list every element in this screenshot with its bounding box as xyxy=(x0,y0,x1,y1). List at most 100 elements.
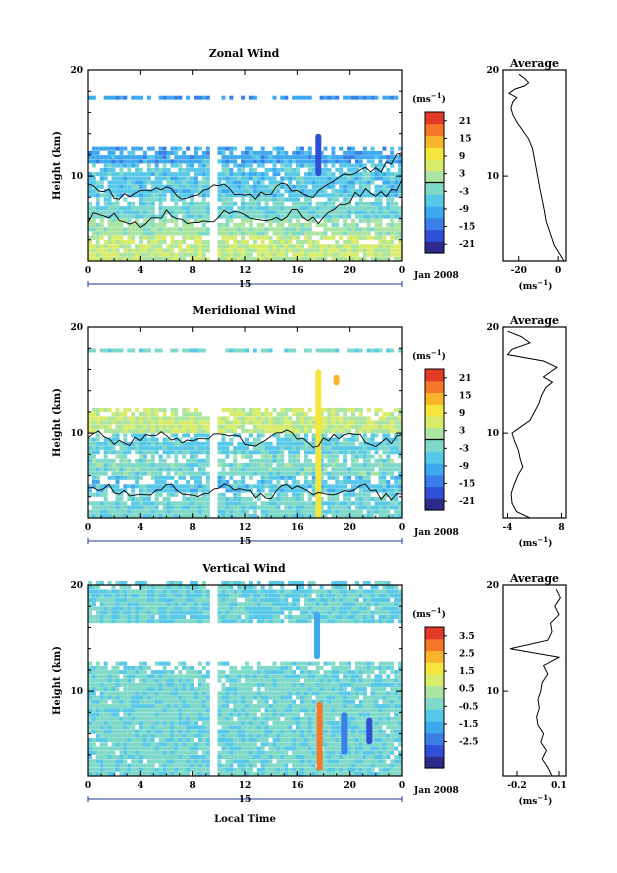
heatmap-cell xyxy=(186,407,191,412)
heatmap-cell xyxy=(162,176,167,181)
heatmap-cell xyxy=(264,206,269,211)
heatmap-cell xyxy=(170,746,175,751)
heatmap-cell xyxy=(150,159,155,164)
heatmap-cell xyxy=(366,471,371,476)
heatmap-cell xyxy=(194,407,198,412)
heatmap-cell xyxy=(150,458,155,463)
heatmap-cell xyxy=(323,514,328,518)
heatmap-cell xyxy=(241,184,246,189)
heatmap-cell xyxy=(217,450,222,455)
heatmap-cell xyxy=(139,257,143,261)
zero-contour xyxy=(87,429,403,501)
heatmap-cell xyxy=(386,755,391,759)
heatmap-cell xyxy=(252,759,257,764)
heatmap-cell xyxy=(139,492,143,497)
heatmap-cell xyxy=(370,509,375,514)
heatmap-cell xyxy=(370,733,375,738)
heatmap-cell xyxy=(386,348,391,353)
heatmap-cell xyxy=(358,424,363,429)
heatmap-cell xyxy=(162,163,167,168)
heatmap-cell xyxy=(366,252,371,257)
heatmap-cell xyxy=(201,227,206,232)
heatmap-cell xyxy=(139,501,143,506)
heatmap-cell xyxy=(182,488,187,493)
heatmap-cell xyxy=(264,244,269,249)
heatmap-cell xyxy=(142,712,147,717)
heatmap-cell xyxy=(252,420,257,425)
heatmap-cell xyxy=(166,155,171,160)
heatmap-cell xyxy=(131,433,136,438)
heatmap-cell xyxy=(343,193,348,198)
heatmap-cell xyxy=(307,767,312,772)
heatmap-cell xyxy=(303,501,308,506)
heatmap-cell xyxy=(370,746,375,751)
heatmap-cell xyxy=(339,420,344,425)
heatmap-cell xyxy=(88,176,92,181)
heatmap-cell xyxy=(390,412,395,417)
heatmap-cell xyxy=(280,514,285,518)
heatmap-cell xyxy=(197,193,202,198)
heatmap-cell xyxy=(382,231,387,236)
heatmap-cell xyxy=(382,244,387,249)
heatmap-cell xyxy=(154,172,159,177)
heatmap-cell xyxy=(123,227,128,232)
heatmap-cell xyxy=(248,184,253,189)
colorbar-swatch xyxy=(425,427,444,441)
heatmap-cell xyxy=(292,742,297,747)
heatmap-cell xyxy=(190,463,194,468)
heatmap-cell xyxy=(123,514,128,518)
heatmap-cell xyxy=(276,505,281,510)
heatmap-cell xyxy=(91,750,96,755)
heatmap-cell xyxy=(99,155,104,160)
heatmap-cell xyxy=(256,484,261,489)
heatmap-cell xyxy=(131,210,136,215)
heatmap-cell xyxy=(99,180,104,185)
heatmap-cell xyxy=(115,420,120,425)
heatmap-cell xyxy=(386,201,391,206)
heatmap-cell xyxy=(229,450,234,455)
heatmap-cell xyxy=(362,150,367,155)
heatmap-cell xyxy=(386,509,391,514)
heatmap-cell xyxy=(99,738,104,742)
heatmap-cell xyxy=(366,755,371,759)
heatmap-cell xyxy=(142,488,147,493)
heatmap-cell xyxy=(245,218,249,223)
heatmap-cell xyxy=(190,257,194,261)
heatmap-cell xyxy=(150,420,155,425)
heatmap-cell xyxy=(146,505,151,510)
heatmap-cell xyxy=(323,155,328,160)
heatmap-cell xyxy=(245,146,249,151)
heatmap-cell xyxy=(245,172,249,177)
heatmap-cell xyxy=(201,446,206,451)
heatmap-cell xyxy=(311,214,316,219)
heatmap-cell xyxy=(91,416,96,421)
heatmap-cell xyxy=(150,248,155,253)
heatmap-cell xyxy=(311,712,316,717)
heatmap-cell xyxy=(398,223,403,227)
heatmap-cell xyxy=(323,214,328,219)
heatmap-cell xyxy=(276,759,281,764)
heatmap-cell xyxy=(252,407,257,412)
heatmap-cell xyxy=(99,257,104,261)
heatmap-cell xyxy=(91,218,96,223)
heatmap-cell xyxy=(354,437,359,442)
heatmap-cell xyxy=(382,433,387,438)
heatmap-cell xyxy=(123,454,128,459)
heatmap-cell xyxy=(347,492,352,497)
colorbar-swatch xyxy=(425,135,444,148)
heatmap-cell xyxy=(233,742,238,747)
heatmap-cell xyxy=(182,235,187,240)
heatmap-cell xyxy=(91,227,96,232)
heatmap-cell xyxy=(347,750,352,755)
heatmap-cell xyxy=(335,231,340,236)
heatmap-cell xyxy=(139,746,143,751)
heatmap-cell xyxy=(237,514,242,518)
heatmap-cell xyxy=(103,348,108,353)
heatmap-cell xyxy=(166,454,171,459)
heatmap-cell xyxy=(276,475,281,480)
heatmap-cell xyxy=(111,767,116,772)
heatmap-cell xyxy=(241,480,246,484)
heatmap-cell xyxy=(119,416,124,421)
heatmap-cell xyxy=(374,772,379,776)
heatmap-cell xyxy=(347,231,352,236)
